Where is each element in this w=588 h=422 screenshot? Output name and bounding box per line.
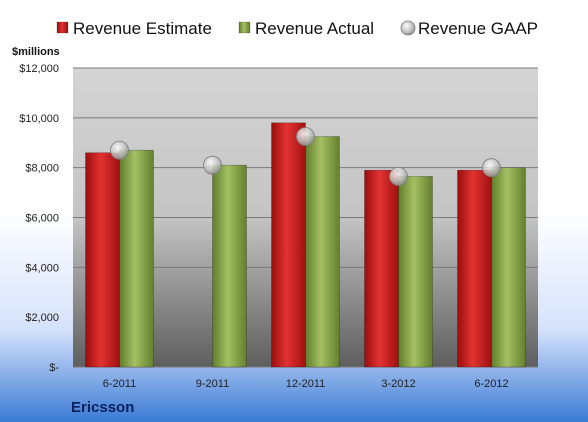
legend-swatch — [238, 21, 251, 34]
y-tick-label: $4,000 — [25, 262, 59, 274]
bars — [85, 122, 526, 368]
x-tick-label: 9-2011 — [196, 378, 229, 390]
y-tick-label: $12,000 — [19, 63, 59, 75]
gaap-marker — [389, 166, 408, 186]
x-tick-label: 6-2011 — [103, 378, 136, 390]
y-tick-labels: $- $2,000 $4,000 $6,000 $8,000 $10,000 $12,000 — [19, 63, 59, 374]
bar-revenue-estimate — [364, 169, 399, 368]
bar-revenue-estimate — [271, 122, 306, 368]
bar-revenue-estimate — [457, 169, 492, 368]
gaap-marker — [203, 155, 222, 175]
y-tick-label: $- — [49, 362, 59, 374]
legend-swatch — [400, 20, 416, 36]
y-tick-label: $8,000 — [25, 163, 59, 175]
legend-label: Revenue Estimate — [73, 19, 212, 38]
bar-revenue-estimate — [85, 152, 120, 368]
company-name: Ericsson — [71, 399, 134, 416]
bar-revenue-actual — [398, 176, 433, 368]
legend-label: Revenue GAAP — [418, 19, 538, 38]
y-axis-unit-label: $millions — [12, 46, 60, 58]
y-tick-label: $10,000 — [19, 113, 59, 125]
y-tick-label: $6,000 — [25, 213, 59, 225]
x-tick-label: 12-2011 — [286, 378, 326, 390]
y-tick-label: $2,000 — [25, 312, 59, 324]
gaap-marker — [110, 140, 129, 160]
gaap-markers — [110, 127, 501, 186]
legend: Revenue Estimate Revenue Actual Revenue GA… — [56, 19, 538, 38]
x-tick-label: 3-2012 — [381, 378, 415, 390]
gaap-marker — [296, 127, 315, 146]
gaap-marker — [482, 158, 501, 178]
x-tick-label: 6-2012 — [474, 378, 508, 390]
legend-swatch — [56, 21, 69, 34]
bar-revenue-actual — [212, 164, 247, 368]
bar-revenue-actual — [491, 167, 526, 368]
bar-revenue-actual — [305, 136, 340, 368]
legend-label: Revenue Actual — [255, 19, 374, 38]
bar-revenue-actual — [119, 149, 154, 368]
x-tick-labels: 6-2011 9-2011 12-2011 3-2012 6-2012 — [103, 378, 509, 390]
